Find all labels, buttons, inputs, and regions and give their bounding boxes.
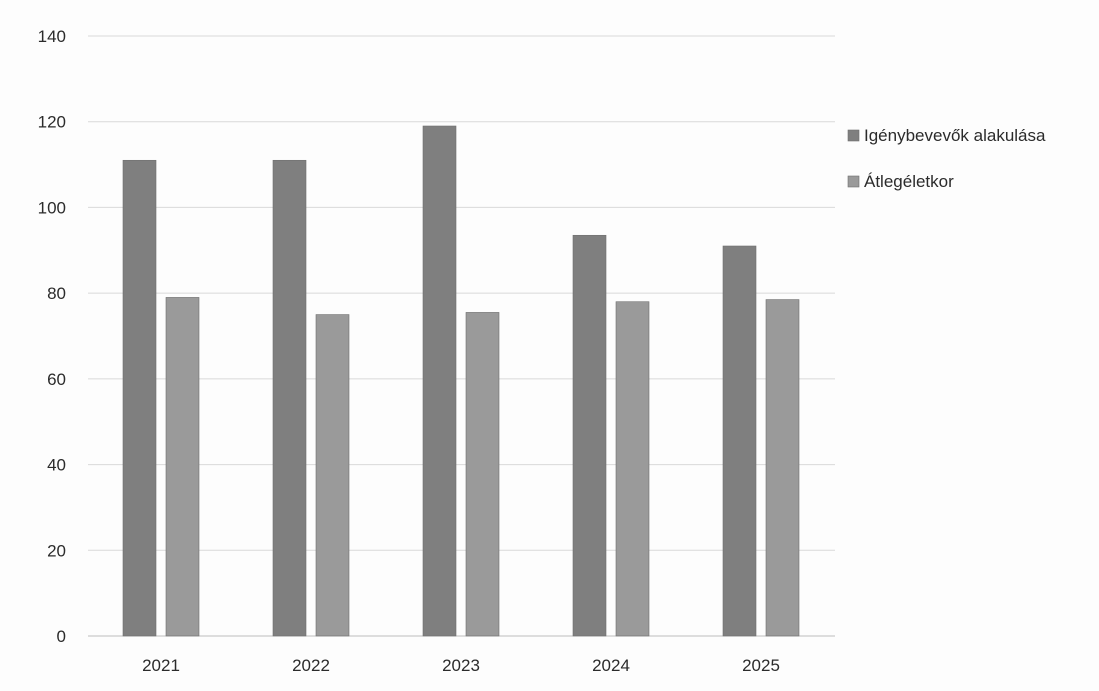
legend-label: Igénybevevők alakulása (864, 126, 1046, 145)
y-tick-label: 100 (38, 198, 66, 217)
y-tick-label: 140 (38, 27, 66, 46)
bar-series2-2021 (165, 297, 200, 637)
x-tick-label: 2023 (442, 656, 480, 675)
legend-swatch (847, 129, 860, 142)
y-tick-label: 20 (47, 541, 66, 560)
gridlines (88, 35, 835, 637)
legend: Igénybevevők alakulása Átlegéletkor (847, 126, 1046, 191)
y-tick-label: 60 (47, 370, 66, 389)
x-tick-label: 2022 (292, 656, 330, 675)
legend-swatch (847, 175, 860, 188)
bar-series2-2022 (315, 314, 350, 637)
y-tick-label: 0 (57, 627, 66, 646)
y-tick-label: 40 (47, 456, 66, 475)
bar-series1-2021 (122, 159, 157, 637)
bars (122, 125, 800, 637)
legend-label: Átlegéletkor (864, 172, 954, 191)
y-axis-ticks: 0 20 40 60 80 100 120 140 (38, 27, 66, 646)
bar-series2-2023 (465, 312, 500, 637)
x-tick-label: 2025 (742, 656, 780, 675)
bar-series2-2025 (765, 299, 800, 637)
x-tick-label: 2021 (142, 656, 180, 675)
bar-series1-2022 (272, 159, 307, 637)
x-axis-ticks: 2021 2022 2023 2024 2025 (142, 656, 780, 675)
bar-series1-2024 (572, 234, 607, 637)
y-tick-label: 120 (38, 113, 66, 132)
y-tick-label: 80 (47, 284, 66, 303)
x-tick-label: 2024 (592, 656, 630, 675)
bar-series1-2025 (722, 245, 757, 637)
bar-series2-2024 (615, 301, 650, 637)
bar-series1-2023 (422, 125, 457, 637)
